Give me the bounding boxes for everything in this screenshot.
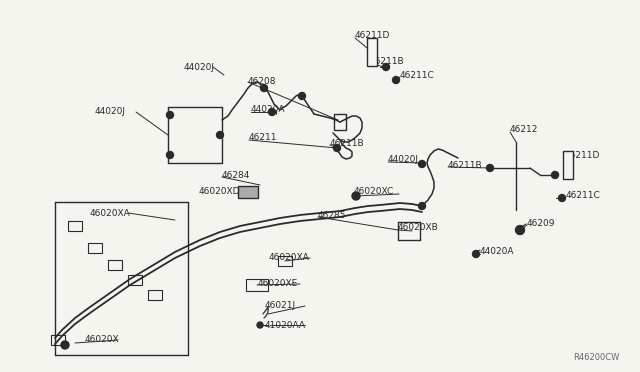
Bar bbox=[148, 290, 162, 300]
Circle shape bbox=[472, 250, 479, 257]
Circle shape bbox=[257, 322, 263, 328]
Text: 46208: 46208 bbox=[248, 77, 276, 87]
Text: 46212: 46212 bbox=[510, 125, 538, 135]
Text: 44020J: 44020J bbox=[184, 62, 215, 71]
Text: 46211: 46211 bbox=[249, 134, 278, 142]
Bar bbox=[68, 221, 82, 231]
Circle shape bbox=[269, 109, 275, 115]
Text: 46020XB: 46020XB bbox=[398, 224, 439, 232]
Text: 46021J: 46021J bbox=[265, 301, 296, 311]
Circle shape bbox=[552, 171, 559, 179]
Text: 46211B: 46211B bbox=[448, 160, 483, 170]
Text: 46020XA: 46020XA bbox=[269, 253, 310, 263]
Circle shape bbox=[166, 112, 173, 119]
Circle shape bbox=[352, 192, 360, 200]
Text: 46020XD: 46020XD bbox=[199, 186, 241, 196]
Text: 46211D: 46211D bbox=[565, 151, 600, 160]
Bar bbox=[563, 151, 573, 179]
Text: R46200CW: R46200CW bbox=[573, 353, 620, 362]
Bar bbox=[367, 38, 377, 66]
Circle shape bbox=[298, 93, 305, 99]
Bar bbox=[128, 275, 142, 285]
Circle shape bbox=[216, 131, 223, 138]
Circle shape bbox=[383, 64, 390, 71]
Bar bbox=[51, 335, 65, 345]
Bar bbox=[238, 186, 258, 198]
Text: 46211C: 46211C bbox=[566, 192, 601, 201]
Circle shape bbox=[559, 195, 566, 202]
Circle shape bbox=[392, 77, 399, 83]
Text: 44020J: 44020J bbox=[388, 155, 419, 164]
Bar bbox=[88, 243, 102, 253]
Text: 46020X: 46020X bbox=[85, 336, 120, 344]
Text: 46020XE: 46020XE bbox=[258, 279, 298, 289]
Bar bbox=[334, 114, 346, 130]
Circle shape bbox=[61, 341, 69, 349]
Text: 46020XA: 46020XA bbox=[90, 208, 131, 218]
Circle shape bbox=[419, 160, 426, 167]
Circle shape bbox=[260, 84, 268, 92]
Text: 44020A: 44020A bbox=[251, 106, 285, 115]
Circle shape bbox=[486, 164, 493, 171]
Text: 46284: 46284 bbox=[222, 170, 250, 180]
Text: 46211D: 46211D bbox=[355, 31, 390, 39]
Circle shape bbox=[333, 144, 340, 151]
Circle shape bbox=[515, 225, 525, 234]
Circle shape bbox=[419, 202, 426, 209]
Text: 46211B: 46211B bbox=[370, 57, 404, 65]
Text: 44020A: 44020A bbox=[480, 247, 515, 257]
Text: 46211B: 46211B bbox=[330, 138, 365, 148]
Text: 46211C: 46211C bbox=[400, 71, 435, 80]
Text: 46285: 46285 bbox=[318, 211, 346, 219]
Bar bbox=[246, 279, 268, 291]
Text: 46209: 46209 bbox=[527, 218, 556, 228]
Text: 44020J: 44020J bbox=[95, 108, 126, 116]
Bar bbox=[108, 260, 122, 270]
Text: 41020AA: 41020AA bbox=[265, 321, 306, 330]
Text: 46020XC: 46020XC bbox=[354, 187, 394, 196]
Bar bbox=[278, 256, 292, 266]
Circle shape bbox=[166, 151, 173, 158]
